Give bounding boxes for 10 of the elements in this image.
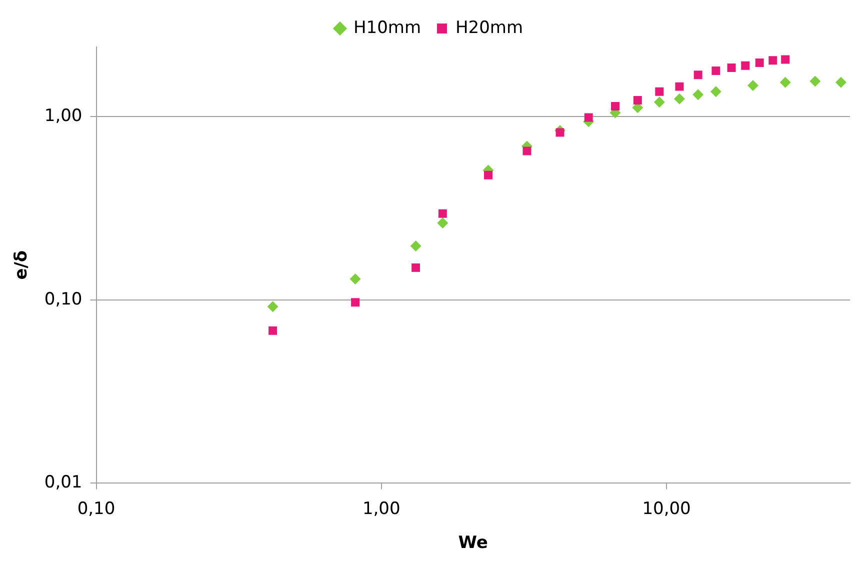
x-tick-label: 1,00 xyxy=(362,498,400,519)
y-tick-label: 0,01 xyxy=(44,472,82,493)
x-axis-title: We xyxy=(458,533,488,554)
y-tick-label: 0,10 xyxy=(44,289,82,310)
x-tick-label: 0,10 xyxy=(77,498,116,519)
y-axis-title: e/δ xyxy=(12,250,32,280)
y-tick-label: 1,00 xyxy=(44,106,82,126)
legend-label: H20mm xyxy=(456,18,524,38)
x-tick-label: 10,00 xyxy=(642,498,691,519)
legend-label: H10mm xyxy=(353,18,422,38)
